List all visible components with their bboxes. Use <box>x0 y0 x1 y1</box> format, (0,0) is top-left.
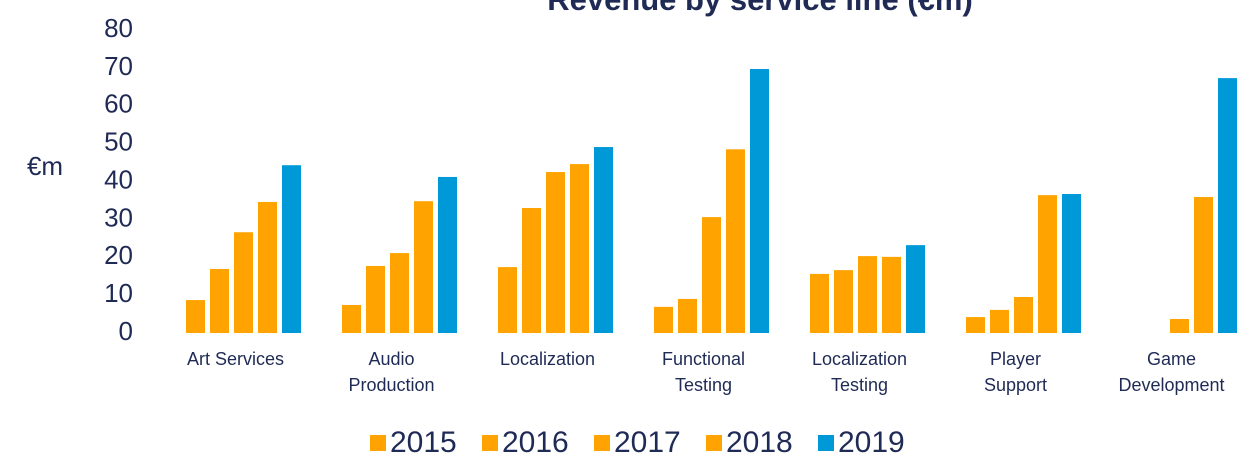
bar <box>654 306 673 333</box>
y-tick-label: 80 <box>104 13 133 43</box>
x-tick-label: Localization <box>500 349 595 369</box>
bar <box>366 265 385 333</box>
x-tick-label: Functional Testing <box>662 349 745 395</box>
bar <box>1014 297 1033 333</box>
legend-swatch <box>706 435 722 451</box>
x-tick-label: Art Services <box>187 349 284 369</box>
bar <box>546 172 565 333</box>
bar <box>1038 195 1057 333</box>
legend-label: 2019 <box>838 426 905 459</box>
legend-swatch <box>370 435 386 451</box>
bar <box>258 201 277 333</box>
bar <box>390 253 409 333</box>
x-tick-label: Game Development <box>1118 349 1224 395</box>
bar <box>594 147 613 333</box>
y-tick-label: 30 <box>104 202 133 232</box>
bar <box>726 149 745 333</box>
bar <box>186 300 205 333</box>
y-tick-label: 50 <box>104 127 133 157</box>
y-tick-label: 40 <box>104 164 133 194</box>
y-tick-label: 60 <box>104 89 133 119</box>
bar <box>498 267 517 333</box>
bar <box>1170 318 1189 333</box>
bar <box>342 304 361 333</box>
y-tick-label: 70 <box>104 51 133 81</box>
bar <box>702 217 721 333</box>
legend-swatch <box>594 435 610 451</box>
bar <box>570 164 589 333</box>
bar <box>1062 193 1081 333</box>
y-tick-label: 20 <box>104 240 133 270</box>
legend-label: 2018 <box>726 426 793 459</box>
bar <box>1194 197 1213 333</box>
x-tick-label: Localization Testing <box>812 349 907 395</box>
bar <box>810 273 829 333</box>
bar <box>282 165 301 333</box>
bar <box>210 268 229 333</box>
x-tick-label: Audio Production <box>348 349 434 395</box>
legend-label: 2015 <box>390 426 457 459</box>
chart-title: Revenue by service line (€m) <box>547 0 973 17</box>
bar <box>522 208 541 333</box>
bar <box>750 69 769 333</box>
y-tick-label: 0 <box>119 316 133 346</box>
y-axis-label: €m <box>27 151 63 181</box>
bar <box>882 256 901 333</box>
bar <box>438 176 457 333</box>
y-tick-label: 10 <box>104 278 133 308</box>
legend-label: 2017 <box>614 426 681 459</box>
bar <box>1218 78 1237 333</box>
legend-swatch <box>482 435 498 451</box>
legend-label: 2016 <box>502 426 569 459</box>
bar <box>858 256 877 333</box>
bar <box>990 309 1009 333</box>
bar <box>234 232 253 333</box>
bar <box>834 270 853 333</box>
bar <box>414 201 433 333</box>
bar <box>906 245 925 333</box>
bar <box>966 317 985 333</box>
x-tick-label: Player Support <box>984 349 1047 395</box>
bar <box>678 298 697 333</box>
legend-swatch <box>818 435 834 451</box>
